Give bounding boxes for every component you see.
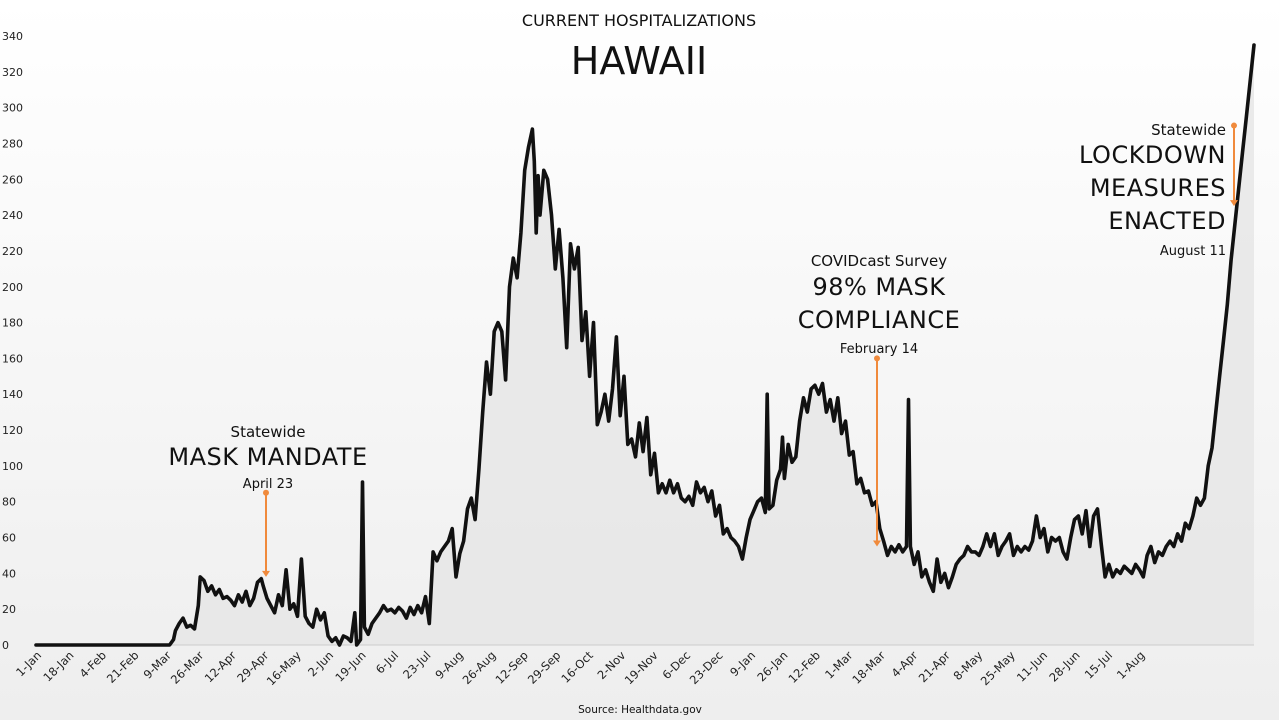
annotation-top-label: Statewide bbox=[1151, 121, 1226, 139]
y-tick-label: 80 bbox=[2, 496, 16, 509]
annotation-main-label: LOCKDOWN bbox=[1079, 141, 1226, 169]
series-line bbox=[34, 43, 1256, 647]
chart-subtitle: HAWAII bbox=[571, 39, 707, 83]
y-tick-label: 340 bbox=[2, 30, 23, 43]
y-tick-label: 300 bbox=[2, 102, 23, 115]
chart-title: CURRENT HOSPITALIZATIONS bbox=[522, 11, 756, 30]
y-tick-label: 240 bbox=[2, 209, 23, 222]
y-tick-label: 0 bbox=[2, 639, 9, 652]
series-layer bbox=[34, 43, 1256, 647]
y-tick-label: 320 bbox=[2, 66, 23, 79]
annotations: Statewide MASK MANDATE April 23 COVIDcast S… bbox=[168, 121, 1238, 577]
annotation-dot bbox=[1231, 122, 1237, 129]
y-tick-label: 100 bbox=[2, 460, 23, 473]
annotation-date: April 23 bbox=[243, 477, 293, 492]
y-tick-label: 180 bbox=[2, 317, 23, 330]
annotation-dot bbox=[263, 489, 269, 496]
annotation-top-label: Statewide bbox=[231, 423, 306, 441]
y-tick-label: 20 bbox=[2, 603, 16, 616]
annotation-arrowhead bbox=[262, 570, 270, 577]
y-tick-label: 200 bbox=[2, 281, 23, 294]
y-tick-label: 220 bbox=[2, 245, 23, 258]
annotation-main-label: ENACTED bbox=[1108, 207, 1226, 235]
y-tick-label: 160 bbox=[2, 352, 23, 365]
area-fill bbox=[36, 45, 1254, 645]
annotation-main-label: MEASURES bbox=[1090, 174, 1226, 202]
annotation-arrowhead bbox=[873, 540, 881, 547]
y-tick-label: 60 bbox=[2, 532, 16, 545]
annotation-date: February 14 bbox=[840, 342, 918, 357]
source-note: Source: Healthdata.gov bbox=[578, 704, 702, 716]
annotation-date: August 11 bbox=[1160, 244, 1226, 259]
y-tick-label: 120 bbox=[2, 424, 23, 437]
annotation-main-label: COMPLIANCE bbox=[798, 306, 961, 334]
annotation-main-label: MASK MANDATE bbox=[168, 443, 367, 471]
annotation-arrowhead bbox=[1230, 200, 1238, 207]
y-tick-label: 40 bbox=[2, 567, 16, 580]
y-tick-label: 280 bbox=[2, 137, 23, 150]
y-tick-label: 140 bbox=[2, 388, 23, 401]
y-axis: 0 20 40 60 80 100 120 140 160 180 200 220 240 260 280 3… bbox=[2, 30, 23, 652]
area-fill-shape bbox=[36, 45, 1254, 645]
annotation-main-label: 98% MASK bbox=[812, 273, 946, 301]
annotation-dot bbox=[874, 355, 880, 362]
annotation-top-label: COVIDcast Survey bbox=[811, 252, 947, 270]
y-tick-label: 260 bbox=[2, 173, 23, 186]
